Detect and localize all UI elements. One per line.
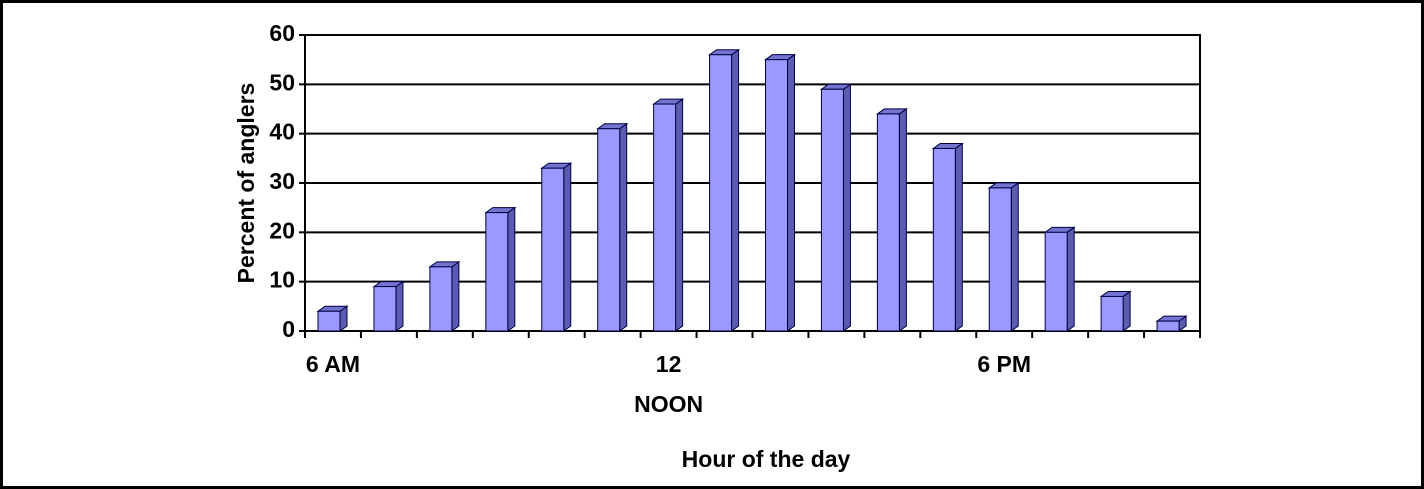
y-tick-label: 20 <box>269 217 295 243</box>
y-tick-label: 40 <box>269 119 295 145</box>
bar <box>316 305 349 332</box>
bar-front <box>709 54 733 332</box>
bar-front <box>820 88 844 332</box>
x-tick-label: 12 <box>656 351 682 377</box>
y-axis-title: Percent of anglers <box>233 83 259 284</box>
bar <box>596 122 629 332</box>
bar <box>763 53 797 332</box>
bar <box>1155 315 1188 332</box>
bar-side <box>954 142 963 332</box>
bar-front <box>373 286 397 332</box>
bar-side <box>395 280 404 332</box>
bar-side <box>675 98 684 332</box>
bar-front <box>932 147 956 332</box>
bar-side <box>563 162 572 332</box>
bar <box>875 107 908 332</box>
bar-side <box>842 83 851 332</box>
bar <box>540 162 573 332</box>
bar-front <box>485 212 509 332</box>
bar <box>819 83 852 332</box>
bar <box>652 98 685 332</box>
bar-side <box>619 122 628 332</box>
bar-front <box>1044 231 1068 332</box>
bar-front <box>429 266 453 332</box>
bar <box>484 206 517 332</box>
bar <box>931 142 964 332</box>
y-tick-label: 50 <box>269 69 295 95</box>
y-tick-label: 60 <box>269 20 295 46</box>
y-tick-label: 10 <box>269 267 295 293</box>
bar <box>428 260 461 332</box>
bar-front <box>988 187 1012 332</box>
y-tick-label: 0 <box>282 316 295 342</box>
bar <box>372 280 405 332</box>
x-tick-label: 6 PM <box>977 351 1031 377</box>
x-tick-label: NOON <box>634 391 703 417</box>
bar <box>987 181 1020 332</box>
bar-front <box>317 310 341 332</box>
bar <box>708 48 741 332</box>
x-axis-title: Hour of the day <box>682 446 851 472</box>
bar-side <box>898 107 907 332</box>
bar-side <box>451 260 460 332</box>
bar-front <box>1156 320 1180 332</box>
bar-side <box>1066 226 1075 332</box>
bar <box>1043 226 1076 332</box>
bar-side <box>731 48 740 332</box>
bar-side <box>1122 290 1131 332</box>
y-tick-label: 30 <box>269 168 295 194</box>
bar-front <box>597 128 621 332</box>
bar-side <box>1010 181 1019 332</box>
bar <box>1099 290 1132 332</box>
bar-front <box>653 103 677 332</box>
bar-side <box>787 53 795 332</box>
bar-side <box>507 206 516 332</box>
bar-front <box>1100 295 1124 332</box>
bar-front <box>765 59 788 332</box>
bar-front <box>876 113 900 332</box>
x-tick-label: 6 AM <box>306 351 360 377</box>
bar-front <box>541 167 565 332</box>
